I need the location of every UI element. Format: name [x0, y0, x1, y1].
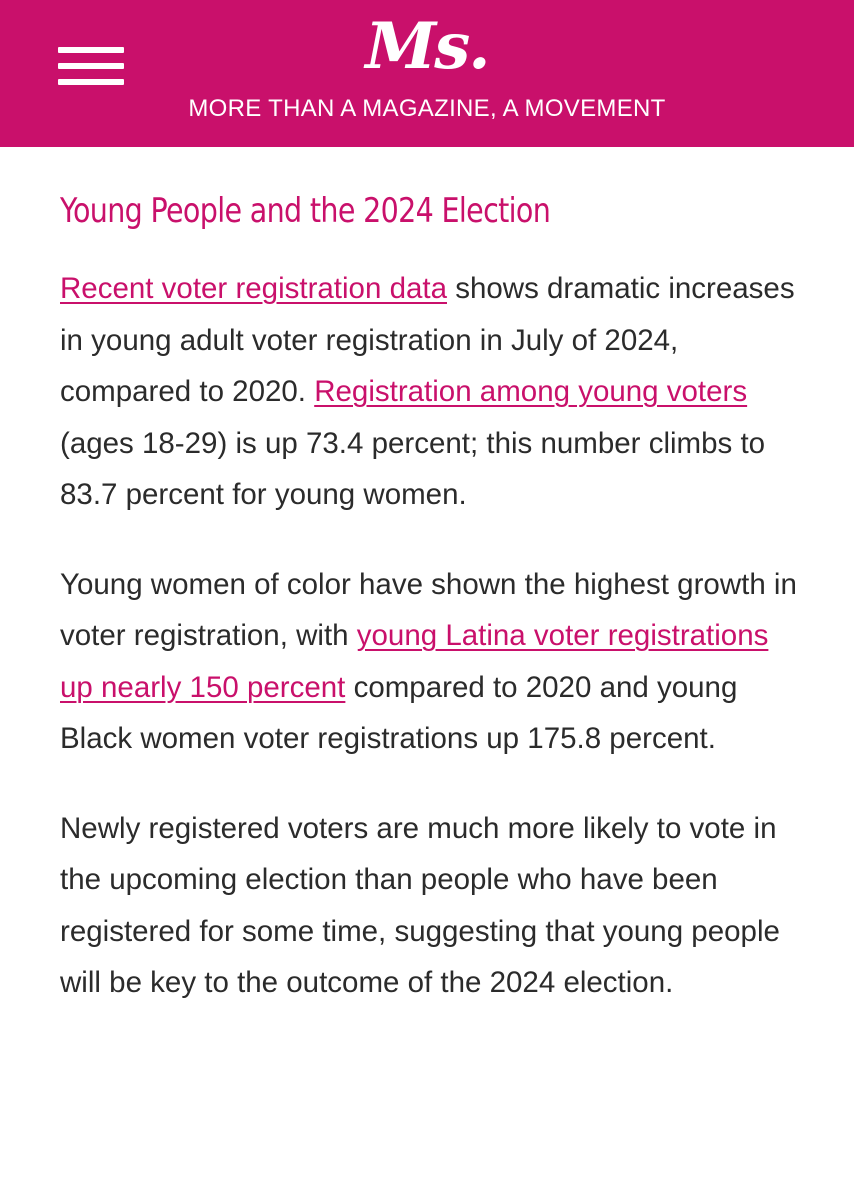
site-logo[interactable]: Ms.: [365, 9, 490, 84]
paragraph-1-text-1: shows dramatic increases in young adult …: [60, 272, 795, 408]
paragraph-2-text-2: compared to 2020 and young Black women v…: [60, 670, 738, 756]
paragraph-3-text-1: Newly registered voters are much more li…: [60, 811, 780, 1000]
voter-registration-data-link[interactable]: Recent voter registration data: [60, 272, 447, 305]
hamburger-menu-icon[interactable]: [58, 44, 124, 90]
site-tagline: MORE THAN A MAGAZINE, A MOVEMENT: [188, 95, 666, 122]
article-paragraph-2: Young women of color have shown the high…: [60, 559, 800, 765]
article-paragraph-1: Recent voter registration data shows dra…: [60, 263, 800, 521]
menu-bar-bottom: [58, 79, 124, 85]
menu-bar-middle: [58, 63, 124, 69]
article-paragraph-3: Newly registered voters are much more li…: [60, 803, 800, 1009]
article-body: Young People and the 2024 Election Recen…: [60, 147, 800, 1009]
young-voters-registration-link[interactable]: Registration among young voters: [314, 375, 748, 408]
paragraph-1-text-2: (ages 18-29) is up 73.4 percent; this nu…: [60, 426, 766, 512]
site-header: Ms. MORE THAN A MAGAZINE, A MOVEMENT: [0, 0, 854, 147]
article-headline: Young People and the 2024 Election: [60, 191, 551, 231]
menu-bar-top: [58, 47, 124, 53]
paragraph-2-text-1: Young women of color have shown the high…: [60, 567, 797, 653]
latina-voter-registrations-link[interactable]: young Latina voter registrations up near…: [60, 619, 769, 704]
